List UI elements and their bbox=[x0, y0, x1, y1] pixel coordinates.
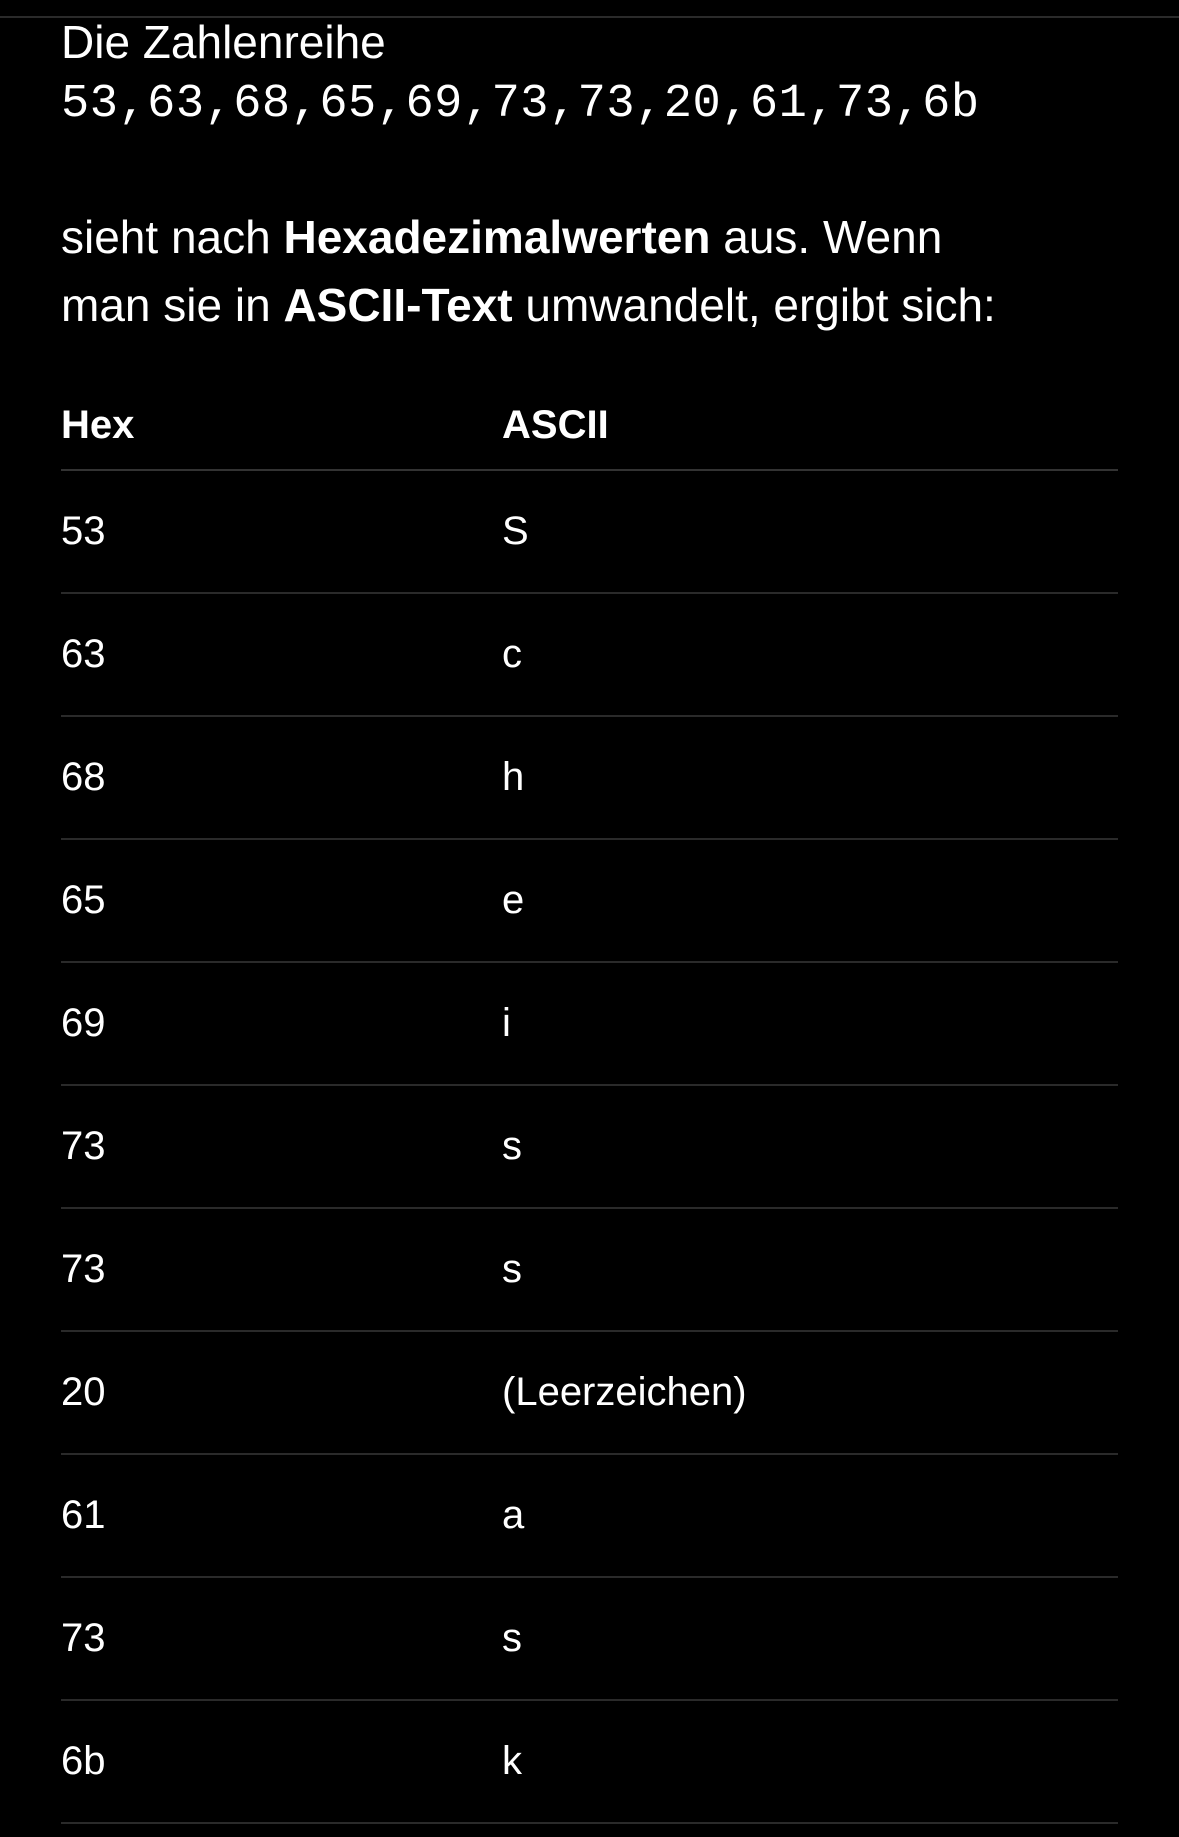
table-row: 63 c bbox=[61, 593, 1118, 717]
hex-cell: 69 bbox=[61, 962, 502, 1086]
ascii-cell: a bbox=[502, 1454, 1118, 1578]
ascii-cell: e bbox=[502, 839, 1118, 963]
hex-cell: 73 bbox=[61, 1208, 502, 1332]
table-row: 69 i bbox=[61, 962, 1118, 1086]
table-header-row: Hex ASCII bbox=[61, 381, 1118, 471]
hex-cell: 73 bbox=[61, 1085, 502, 1209]
table-row: 65 e bbox=[61, 839, 1118, 963]
table-row: 68 h bbox=[61, 716, 1118, 840]
hex-ascii-table: Hex ASCII 53 S 63 c 68 h 65 e 69 i 73 s 73 s 20 (Leerze… bbox=[61, 381, 1118, 1824]
table-row: 6b k bbox=[61, 1700, 1118, 1824]
hex-sequence: 53,63,68,65,69,73,73,20,61,73,6b bbox=[61, 78, 980, 131]
hex-cell: 68 bbox=[61, 716, 502, 840]
hex-cell: 53 bbox=[61, 470, 502, 594]
column-header-hex: Hex bbox=[61, 381, 502, 471]
hex-cell: 63 bbox=[61, 593, 502, 717]
table-row: 20 (Leerzeichen) bbox=[61, 1331, 1118, 1455]
hex-cell: 61 bbox=[61, 1454, 502, 1578]
table-row: 61 a bbox=[61, 1454, 1118, 1578]
table-row: 73 s bbox=[61, 1577, 1118, 1701]
hex-cell: 73 bbox=[61, 1577, 502, 1701]
intro-label: Die Zahlenreihe bbox=[61, 16, 386, 68]
bold-text: ASCII-Text bbox=[283, 279, 513, 331]
text: sieht nach bbox=[61, 211, 284, 263]
table-row: 73 s bbox=[61, 1085, 1118, 1209]
hex-cell: 65 bbox=[61, 839, 502, 963]
hex-cell: 20 bbox=[61, 1331, 502, 1455]
ascii-cell: c bbox=[502, 593, 1118, 717]
text: umwandelt, ergibt sich: bbox=[512, 279, 996, 331]
column-header-ascii: ASCII bbox=[502, 381, 1118, 471]
ascii-cell: s bbox=[502, 1577, 1118, 1701]
top-divider bbox=[0, 16, 1179, 18]
message-content: Die Zahlenreihe 53,63,68,65,69,73,73,20,… bbox=[61, 14, 1119, 1824]
ascii-cell: i bbox=[502, 962, 1118, 1086]
ascii-cell: (Leerzeichen) bbox=[502, 1331, 1118, 1455]
ascii-cell: k bbox=[502, 1700, 1118, 1824]
text: man sie in bbox=[61, 279, 284, 331]
ascii-cell: s bbox=[502, 1085, 1118, 1209]
text: aus. Wenn bbox=[710, 211, 943, 263]
hex-cell: 6b bbox=[61, 1700, 502, 1824]
ascii-cell: h bbox=[502, 716, 1118, 840]
table-row: 53 S bbox=[61, 470, 1118, 594]
ascii-cell: s bbox=[502, 1208, 1118, 1332]
explanation-paragraph: sieht nach Hexadezimalwerten aus. Wenn m… bbox=[61, 203, 1119, 339]
bold-text: Hexadezimalwerten bbox=[283, 211, 711, 263]
table-row: 73 s bbox=[61, 1208, 1118, 1332]
ascii-cell: S bbox=[502, 470, 1118, 594]
